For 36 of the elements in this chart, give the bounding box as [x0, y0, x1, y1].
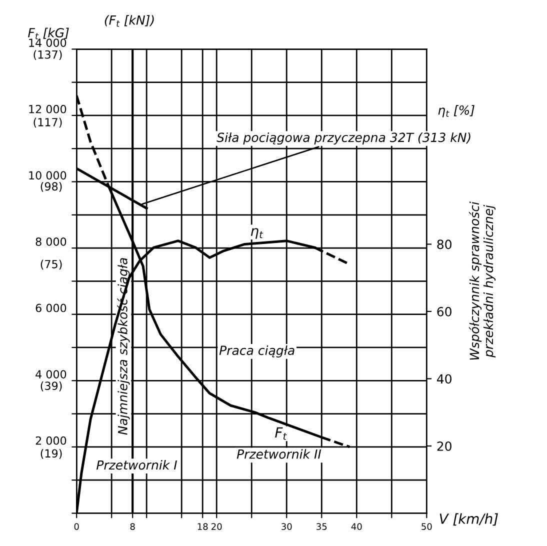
x-axis-title: V [km/h] [440, 513, 498, 526]
y3-tick-label: (39) [40, 381, 62, 392]
x-tick-label: 8 [130, 523, 135, 530]
y-tick-label: 14 000 [29, 38, 66, 47]
y-tick-label: 4 000 [36, 370, 66, 378]
y3-tick-label: (117) [34, 118, 62, 128]
y2-tick-label: 60 [437, 306, 452, 316]
y2-tick-label: 20 [437, 441, 452, 451]
text: (F$_{t}$ [kN]) [104, 15, 154, 27]
annotation: Siła pociągowa przyczepna 32T (313 kN) [216, 132, 470, 145]
x-tick-label: 35 [316, 523, 327, 530]
x-tick-label: 30 [282, 523, 292, 530]
x-tick-label: 20 [212, 523, 222, 530]
series-label: F$_{t}$ [275, 427, 287, 440]
y3-tick-label: (75) [40, 260, 62, 270]
y-tick-label: 10 000 [29, 171, 66, 180]
annotation: Przetwornik II [236, 449, 322, 459]
y3-tick-label: (98) [40, 182, 62, 192]
y2-tick-label: 40 [436, 374, 452, 384]
y2-axis-title: Współczynnik sprawności przekładni hydraulicznej [468, 202, 496, 360]
text: η$_{t}$ [%] [438, 105, 474, 118]
x-tick-label: 0 [74, 523, 79, 530]
x-tick-label: 40 [351, 523, 362, 530]
series-label: η$_{t}$ [250, 228, 264, 239]
y3-tick-label: (19) [40, 449, 62, 459]
y-tick-label: 12 000 [29, 104, 66, 114]
annotation: Przetwornik I [96, 460, 177, 470]
y-tick-label: 2 000 [36, 436, 66, 445]
y-axis-title: F$_{t}$ [kG] [28, 28, 69, 40]
y2-tick-label: 80 [437, 240, 452, 250]
x-tick-label: 50 [422, 523, 432, 530]
x-tick-label: 18 [198, 523, 208, 530]
y-tick-label: 6 000 [36, 304, 66, 312]
y3-tick-label: (137) [34, 50, 62, 60]
y-tick-label: 8 000 [36, 237, 66, 246]
annotation: Praca ciągła [219, 345, 294, 358]
